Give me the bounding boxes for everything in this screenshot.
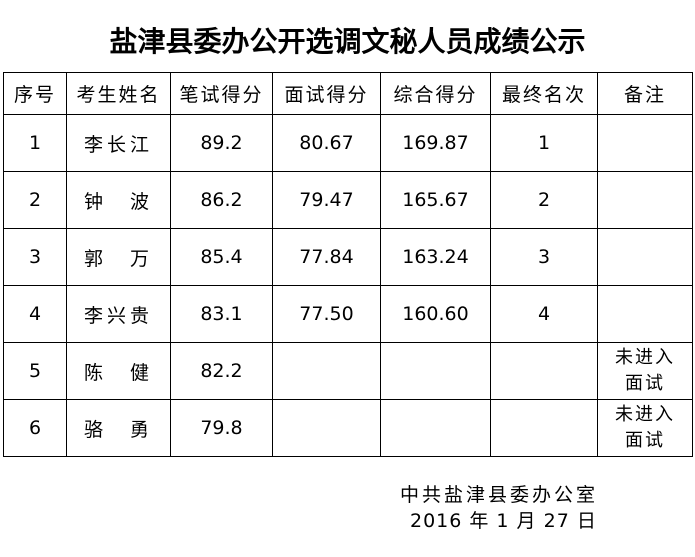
cell-interview-score: 79.47	[272, 171, 381, 229]
cell-written-score: 89.2	[170, 114, 273, 172]
cell-seq: 3	[3, 228, 67, 286]
cell-written-score: 79.8	[170, 399, 273, 457]
cell-total-score: 163.24	[380, 228, 491, 286]
header-total-score: 综合得分	[380, 72, 491, 115]
cell-final-rank	[490, 342, 598, 400]
cell-interview-score	[272, 342, 381, 400]
cell-seq: 2	[3, 171, 67, 229]
cell-name: 骆 勇	[66, 399, 171, 457]
cell-total-score	[380, 342, 491, 400]
page-title: 盐津县委办公开选调文秘人员成绩公示	[109, 25, 586, 58]
cell-interview-score: 77.84	[272, 228, 381, 286]
cell-remark: 未进入 面试	[597, 342, 693, 400]
table-row: 4 李兴贵 83.1 77.50 160.60 4	[3, 285, 693, 343]
publish-date: 2016 年 1 月 27 日	[410, 510, 597, 532]
cell-name: 李兴贵	[66, 285, 171, 343]
cell-written-score: 85.4	[170, 228, 273, 286]
cell-written-score: 82.2	[170, 342, 273, 400]
cell-seq: 6	[3, 399, 67, 457]
cell-total-score: 169.87	[380, 114, 491, 172]
table-header-row: 序号 考生姓名 笔试得分 面试得分 综合得分 最终名次 备注	[3, 72, 693, 115]
table-row: 1 李长江 89.2 80.67 169.87 1	[3, 114, 693, 172]
cell-name: 李长江	[66, 114, 171, 172]
header-seq: 序号	[3, 72, 67, 115]
cell-final-rank: 4	[490, 285, 598, 343]
cell-remark	[597, 285, 693, 343]
cell-seq: 4	[3, 285, 67, 343]
cell-remark	[597, 228, 693, 286]
header-written-score: 笔试得分	[170, 72, 273, 115]
header-final-rank: 最终名次	[490, 72, 598, 115]
cell-final-rank: 3	[490, 228, 598, 286]
header-interview-score: 面试得分	[272, 72, 381, 115]
cell-interview-score: 80.67	[272, 114, 381, 172]
issuing-organization: 中共盐津县委办公室	[400, 484, 599, 506]
cell-name: 陈 健	[66, 342, 171, 400]
cell-written-score: 86.2	[170, 171, 273, 229]
score-table: 序号 考生姓名 笔试得分 面试得分 综合得分 最终名次 备注 1 李长江 89.2 80.67 16…	[3, 72, 693, 457]
cell-interview-score: 77.50	[272, 285, 381, 343]
header-name: 考生姓名	[66, 72, 171, 115]
cell-total-score: 160.60	[380, 285, 491, 343]
cell-final-rank: 1	[490, 114, 598, 172]
cell-remark	[597, 114, 693, 172]
cell-seq: 5	[3, 342, 67, 400]
cell-remark	[597, 171, 693, 229]
cell-name: 钟 波	[66, 171, 171, 229]
cell-total-score: 165.67	[380, 171, 491, 229]
cell-final-rank	[490, 399, 598, 457]
header-remark: 备注	[597, 72, 693, 115]
cell-remark: 未进入 面试	[597, 399, 693, 457]
cell-final-rank: 2	[490, 171, 598, 229]
cell-seq: 1	[3, 114, 67, 172]
cell-name: 郭 万	[66, 228, 171, 286]
cell-total-score	[380, 399, 491, 457]
cell-written-score: 83.1	[170, 285, 273, 343]
cell-interview-score	[272, 399, 381, 457]
